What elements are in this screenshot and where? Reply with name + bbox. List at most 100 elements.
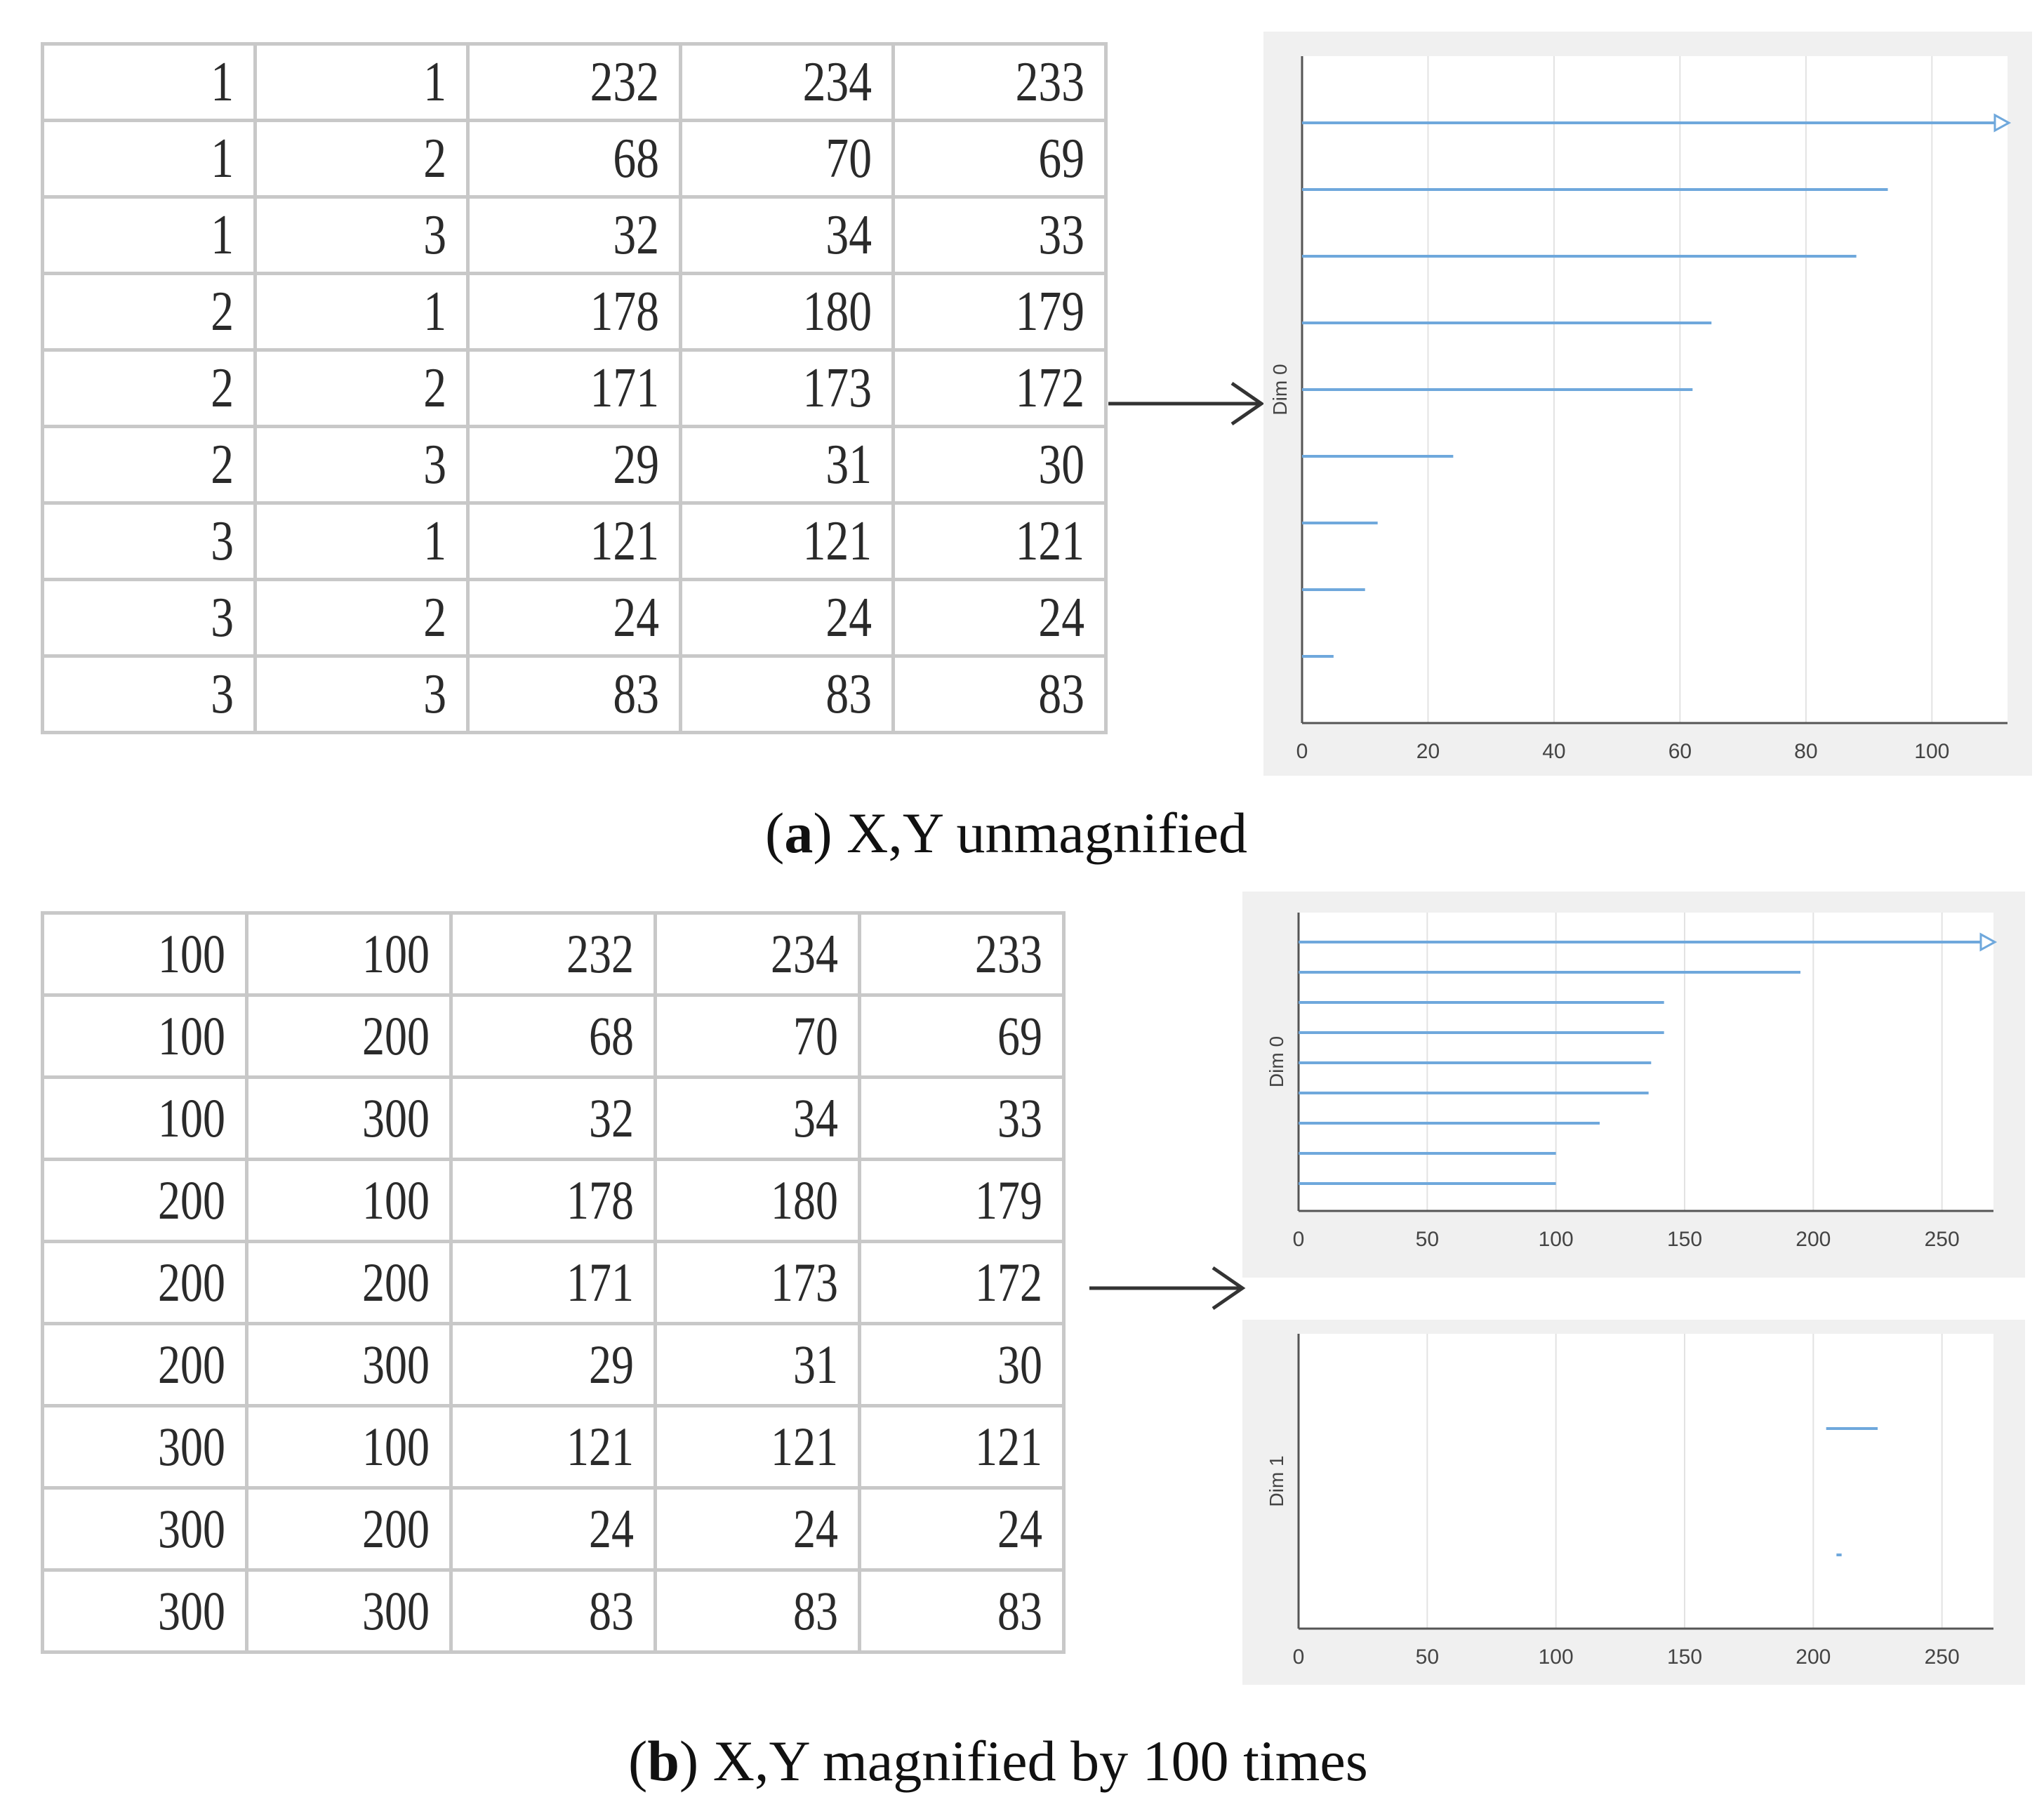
- cell-value: 70: [793, 1005, 838, 1066]
- table-cell: 300: [245, 1075, 453, 1161]
- x-tick-label: 200: [1796, 1228, 1831, 1251]
- table-cell: 179: [891, 272, 1108, 352]
- cell-value: 200: [158, 1170, 225, 1231]
- cell-value: 33: [997, 1087, 1042, 1148]
- table-cell: 233: [858, 911, 1066, 997]
- table-cell: 70: [679, 119, 895, 199]
- table-row: 200 200 171 173 172: [41, 1240, 1066, 1325]
- table-cell: 83: [891, 654, 1108, 734]
- table-cell: 30: [891, 425, 1108, 505]
- table-cell: 34: [679, 195, 895, 275]
- chart-b-dim0: 0 50 100 150 200 250 Dim 0: [1242, 892, 2025, 1278]
- overflow-arrow-marker: [1979, 932, 1998, 952]
- table-cell: 234: [679, 42, 895, 122]
- cell-value: 3: [211, 663, 234, 725]
- cell-value: 34: [825, 204, 872, 266]
- table-cell: 100: [245, 1158, 453, 1243]
- x-tick-label: 50: [1416, 1228, 1439, 1251]
- cell-value: 300: [158, 1498, 225, 1559]
- cell-value: 2: [211, 357, 234, 419]
- x-tick-label: 0: [1293, 1645, 1305, 1669]
- cell-value: 34: [793, 1087, 838, 1148]
- x-tick-label: 100: [1914, 740, 1949, 763]
- table-a: 1 1 232 234 233 1 2 68 70 69 1 3 32 34 33 2 1 178 180 179 2 2…: [41, 42, 1108, 734]
- cell-value: 233: [975, 923, 1042, 984]
- cell-value: 83: [589, 1580, 634, 1641]
- table-cell: 180: [653, 1158, 861, 1243]
- cell-value: 121: [590, 510, 659, 572]
- table-cell: 173: [679, 348, 895, 428]
- cell-value: 100: [362, 923, 430, 984]
- table-row: 300 300 83 83 83: [41, 1568, 1066, 1654]
- cell-value: 29: [589, 1334, 634, 1395]
- table-cell: 172: [891, 348, 1108, 428]
- cell-value: 2: [423, 127, 446, 190]
- cell-value: 68: [589, 1005, 634, 1066]
- table-cell: 100: [41, 1075, 248, 1161]
- table-cell: 69: [858, 993, 1066, 1079]
- cell-value: 1: [423, 280, 446, 343]
- table-cell: 68: [466, 119, 682, 199]
- cell-value: 300: [158, 1416, 225, 1477]
- cell-value: 234: [802, 51, 872, 113]
- cell-value: 1: [211, 51, 234, 113]
- table-cell: 121: [466, 501, 682, 581]
- table-cell: 3: [253, 654, 470, 734]
- table-cell: 24: [891, 578, 1108, 658]
- table-cell: 1: [41, 42, 257, 122]
- cell-value: 24: [997, 1498, 1042, 1559]
- cell-value: 200: [158, 1252, 225, 1313]
- table-cell: 69: [891, 119, 1108, 199]
- cell-value: 68: [613, 127, 659, 190]
- caption-b-letter: b: [647, 1729, 679, 1793]
- cell-value: 70: [825, 127, 872, 190]
- table-cell: 24: [679, 578, 895, 658]
- plot-area: [1299, 1334, 1993, 1629]
- table-cell: 24: [466, 578, 682, 658]
- x-tick-label: 50: [1416, 1645, 1439, 1669]
- arrow-a: [1108, 381, 1265, 426]
- table-cell: 171: [449, 1240, 657, 1325]
- caption-a-text: X,Y unmagnified: [847, 801, 1247, 865]
- cell-value: 179: [1015, 280, 1084, 343]
- arrow-b: [1089, 1266, 1246, 1311]
- cell-value: 69: [1038, 127, 1084, 190]
- cell-value: 300: [362, 1580, 430, 1641]
- cell-value: 29: [613, 433, 659, 496]
- table-cell: 2: [41, 348, 257, 428]
- cell-value: 30: [997, 1334, 1042, 1395]
- cell-value: 83: [613, 663, 659, 725]
- cell-value: 3: [423, 204, 446, 266]
- x-tick-label: 20: [1416, 740, 1440, 763]
- table-cell: 33: [858, 1075, 1066, 1161]
- table-cell: 121: [858, 1404, 1066, 1490]
- cell-value: 200: [362, 1498, 430, 1559]
- x-tick-label: 150: [1667, 1228, 1702, 1251]
- table-row: 300 200 24 24 24: [41, 1486, 1066, 1572]
- cell-value: 32: [589, 1087, 634, 1148]
- cell-value: 24: [589, 1498, 634, 1559]
- table-cell: 100: [245, 1404, 453, 1490]
- table-cell: 2: [253, 119, 470, 199]
- x-tick-label: 60: [1668, 740, 1692, 763]
- cell-value: 232: [590, 51, 659, 113]
- table-cell: 232: [449, 911, 657, 997]
- table-cell: 300: [245, 1322, 453, 1407]
- cell-value: 3: [423, 663, 446, 725]
- table-cell: 24: [449, 1486, 657, 1572]
- x-tick-label: 250: [1925, 1228, 1960, 1251]
- cell-value: 100: [362, 1170, 430, 1231]
- cell-value: 24: [825, 586, 872, 649]
- table-row: 100 200 68 70 69: [41, 993, 1066, 1079]
- cell-value: 32: [613, 204, 659, 266]
- table-row: 2 3 29 31 30: [41, 425, 1108, 505]
- cell-value: 171: [590, 357, 659, 419]
- table-cell: 200: [245, 1240, 453, 1325]
- table-cell: 121: [891, 501, 1108, 581]
- cell-value: 180: [771, 1170, 838, 1231]
- cell-value: 121: [566, 1416, 634, 1477]
- table-cell: 2: [253, 578, 470, 658]
- caption-a-letter: a: [784, 801, 814, 865]
- x-tick-label: 150: [1667, 1645, 1702, 1669]
- table-cell: 2: [41, 272, 257, 352]
